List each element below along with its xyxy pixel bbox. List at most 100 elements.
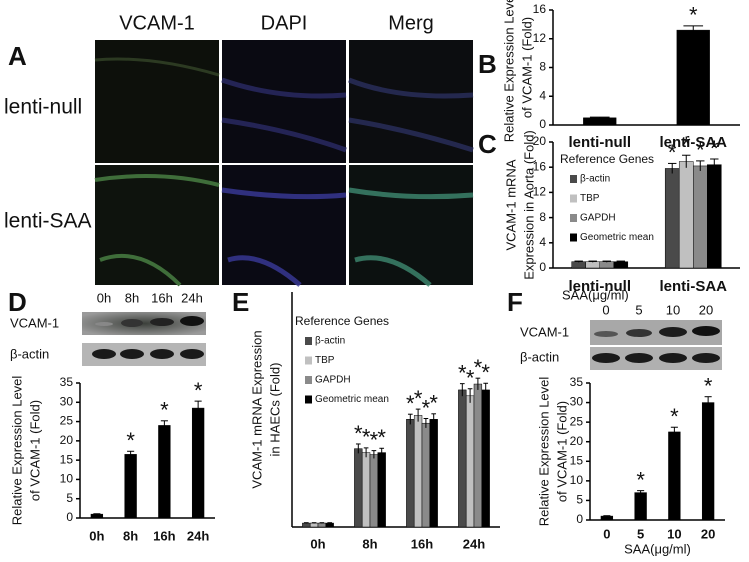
y-axis-label: of VCAM-1 (Fold) <box>27 400 42 501</box>
x-tick-label: 0h <box>310 536 325 551</box>
bar <box>668 431 681 521</box>
y-axis-label: Relative Expression Level <box>536 377 551 527</box>
significance-marker: * <box>466 366 475 391</box>
legend-label: Geometric mean <box>580 232 654 243</box>
bar <box>377 452 386 528</box>
y-tick-label: 15 <box>60 452 74 466</box>
significance-marker: * <box>710 136 719 161</box>
bar <box>481 389 490 528</box>
significance-marker: * <box>377 425 386 450</box>
image-merg-saa <box>349 165 473 285</box>
image-dapi-saa <box>222 165 346 285</box>
significance-marker: * <box>458 360 467 385</box>
micrographs <box>94 40 474 287</box>
y-tick-label: 0 <box>539 117 546 131</box>
y-tick-label: 20 <box>533 134 547 148</box>
lane-label: 0h <box>97 290 111 305</box>
bar <box>90 513 104 519</box>
bar <box>429 419 438 528</box>
legend-label: TBP <box>580 193 600 204</box>
y-axis-label: of VCAM-1 (Fold) <box>519 17 534 118</box>
legend-label: β-actin <box>580 174 610 185</box>
y-tick-label: 5 <box>66 491 73 505</box>
panel-label: C <box>478 129 497 159</box>
bar <box>676 29 710 126</box>
bar <box>406 419 415 528</box>
blot-title: SAA(μg/ml) <box>562 287 629 302</box>
legend-swatch <box>570 214 577 222</box>
legend-swatch <box>305 376 312 384</box>
legend-label: GAPDH <box>315 375 351 386</box>
significance-marker: * <box>474 355 483 380</box>
blot-d-actin <box>82 343 206 366</box>
legend-title: Reference Genes <box>295 314 389 328</box>
bar <box>421 422 431 528</box>
panel-label: E <box>232 287 249 317</box>
panel-label: A <box>8 41 27 71</box>
significance-marker: * <box>636 467 645 492</box>
significance-marker: * <box>354 421 363 446</box>
significance-marker: * <box>696 138 705 163</box>
legend-label: β-actin <box>315 336 345 347</box>
bar <box>571 261 586 269</box>
significance-marker: * <box>362 425 371 450</box>
y-tick-label: 25 <box>60 414 74 428</box>
significance-marker: * <box>682 132 691 157</box>
bar <box>354 448 363 528</box>
legend-label: Geometric mean <box>315 394 389 405</box>
y-axis-label: VCAM-1 mRNA Expression <box>249 330 264 488</box>
y-tick-label: 12 <box>533 31 547 45</box>
significance-marker: * <box>668 140 677 165</box>
y-axis-label: Relative Expression Level <box>501 0 516 142</box>
lane-label: 10 <box>666 302 680 317</box>
x-tick-label: 8h <box>362 536 377 551</box>
lane-label: 20 <box>699 302 713 317</box>
x-tick-label: 8h <box>123 528 138 543</box>
x-tick-label: 0h <box>89 528 104 543</box>
y-tick-label: 15 <box>570 453 584 467</box>
significance-marker: * <box>429 391 438 416</box>
y-tick-label: 8 <box>539 60 546 74</box>
y-axis-label: of VCAM-1 (Fold) <box>554 401 569 502</box>
bar <box>634 492 647 521</box>
bar <box>361 452 371 528</box>
lane-label: 5 <box>635 302 642 317</box>
bar <box>413 415 423 528</box>
y-tick-label: 4 <box>539 88 546 102</box>
bar <box>600 515 614 521</box>
y-tick-label: 30 <box>60 394 74 408</box>
row-label: lenti-SAA <box>4 210 92 233</box>
y-tick-label: 0 <box>66 510 73 524</box>
y-tick-label: 12 <box>533 185 547 199</box>
legend-swatch <box>305 356 312 365</box>
x-tick-label: 24h <box>463 536 485 551</box>
y-tick-label: 5 <box>576 493 583 507</box>
legend-title: Reference Genes <box>560 152 654 166</box>
y-tick-label: 10 <box>60 472 74 486</box>
y-tick-label: 4 <box>539 235 546 249</box>
bar <box>302 522 311 528</box>
lane-label: 24h <box>181 290 203 305</box>
significance-marker: * <box>126 428 135 453</box>
blot-d-vcam <box>82 312 206 335</box>
bar <box>693 165 708 269</box>
x-tick-label: lenti-SAA <box>660 278 728 295</box>
y-tick-label: 16 <box>533 2 547 16</box>
bar <box>599 261 615 269</box>
x-tick-label: 5 <box>637 526 644 541</box>
y-tick-label: 20 <box>570 434 584 448</box>
blot-f-actin <box>590 347 722 370</box>
significance-marker: * <box>414 386 423 411</box>
legend-label: TBP <box>315 355 335 366</box>
bar <box>191 407 205 519</box>
panel-label: B <box>478 49 497 79</box>
x-tick-label: lenti-null <box>569 278 632 295</box>
significance-marker: * <box>370 427 379 452</box>
y-tick-label: 35 <box>60 375 74 389</box>
blots <box>82 312 722 370</box>
blot-row-label: β-actin <box>10 346 49 361</box>
bar <box>158 425 171 519</box>
x-tick-label: 20 <box>701 526 715 541</box>
lane-label: 16h <box>151 290 173 305</box>
y-tick-label: 0 <box>576 512 583 526</box>
